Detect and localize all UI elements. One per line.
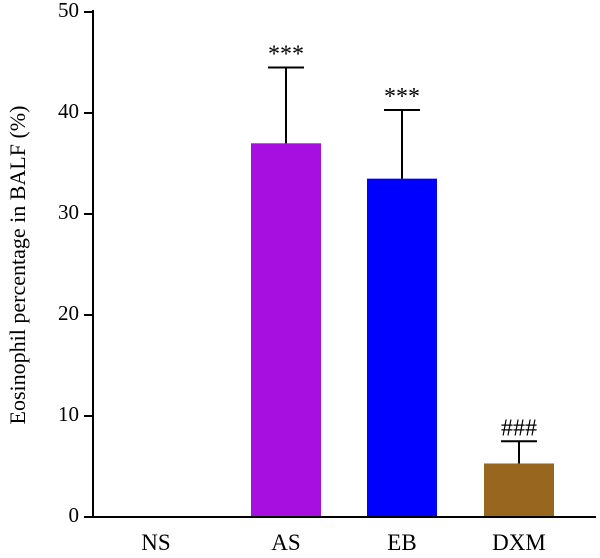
significance-as: *** [268, 42, 304, 68]
y-tick-label: 30 [58, 200, 79, 224]
y-tick-label: 50 [58, 0, 79, 22]
y-tick-label: 0 [69, 503, 80, 527]
x-tick-label-eb: EB [387, 530, 416, 555]
bar-as [251, 143, 321, 518]
x-tick-labels: NS AS EB DXM [141, 530, 546, 555]
x-tick-label-as: AS [271, 530, 300, 555]
y-tick-label: 40 [58, 99, 79, 123]
y-tick-label: 10 [58, 402, 79, 426]
significance-annotations: *** *** ### [268, 42, 537, 442]
bars [251, 143, 554, 518]
y-axis-label: Eosinophil percentage in BALF (%) [5, 106, 30, 425]
y-ticks: 0 10 20 30 40 50 [58, 0, 93, 527]
bar-dxm [484, 463, 554, 517]
significance-eb: *** [384, 84, 420, 110]
x-tick-label-dxm: DXM [492, 530, 546, 555]
y-tick-label: 20 [58, 301, 79, 325]
x-tick-label-ns: NS [141, 530, 170, 555]
bar-eb [367, 178, 437, 517]
error-bars [268, 66, 537, 464]
significance-dxm: ### [501, 415, 537, 441]
